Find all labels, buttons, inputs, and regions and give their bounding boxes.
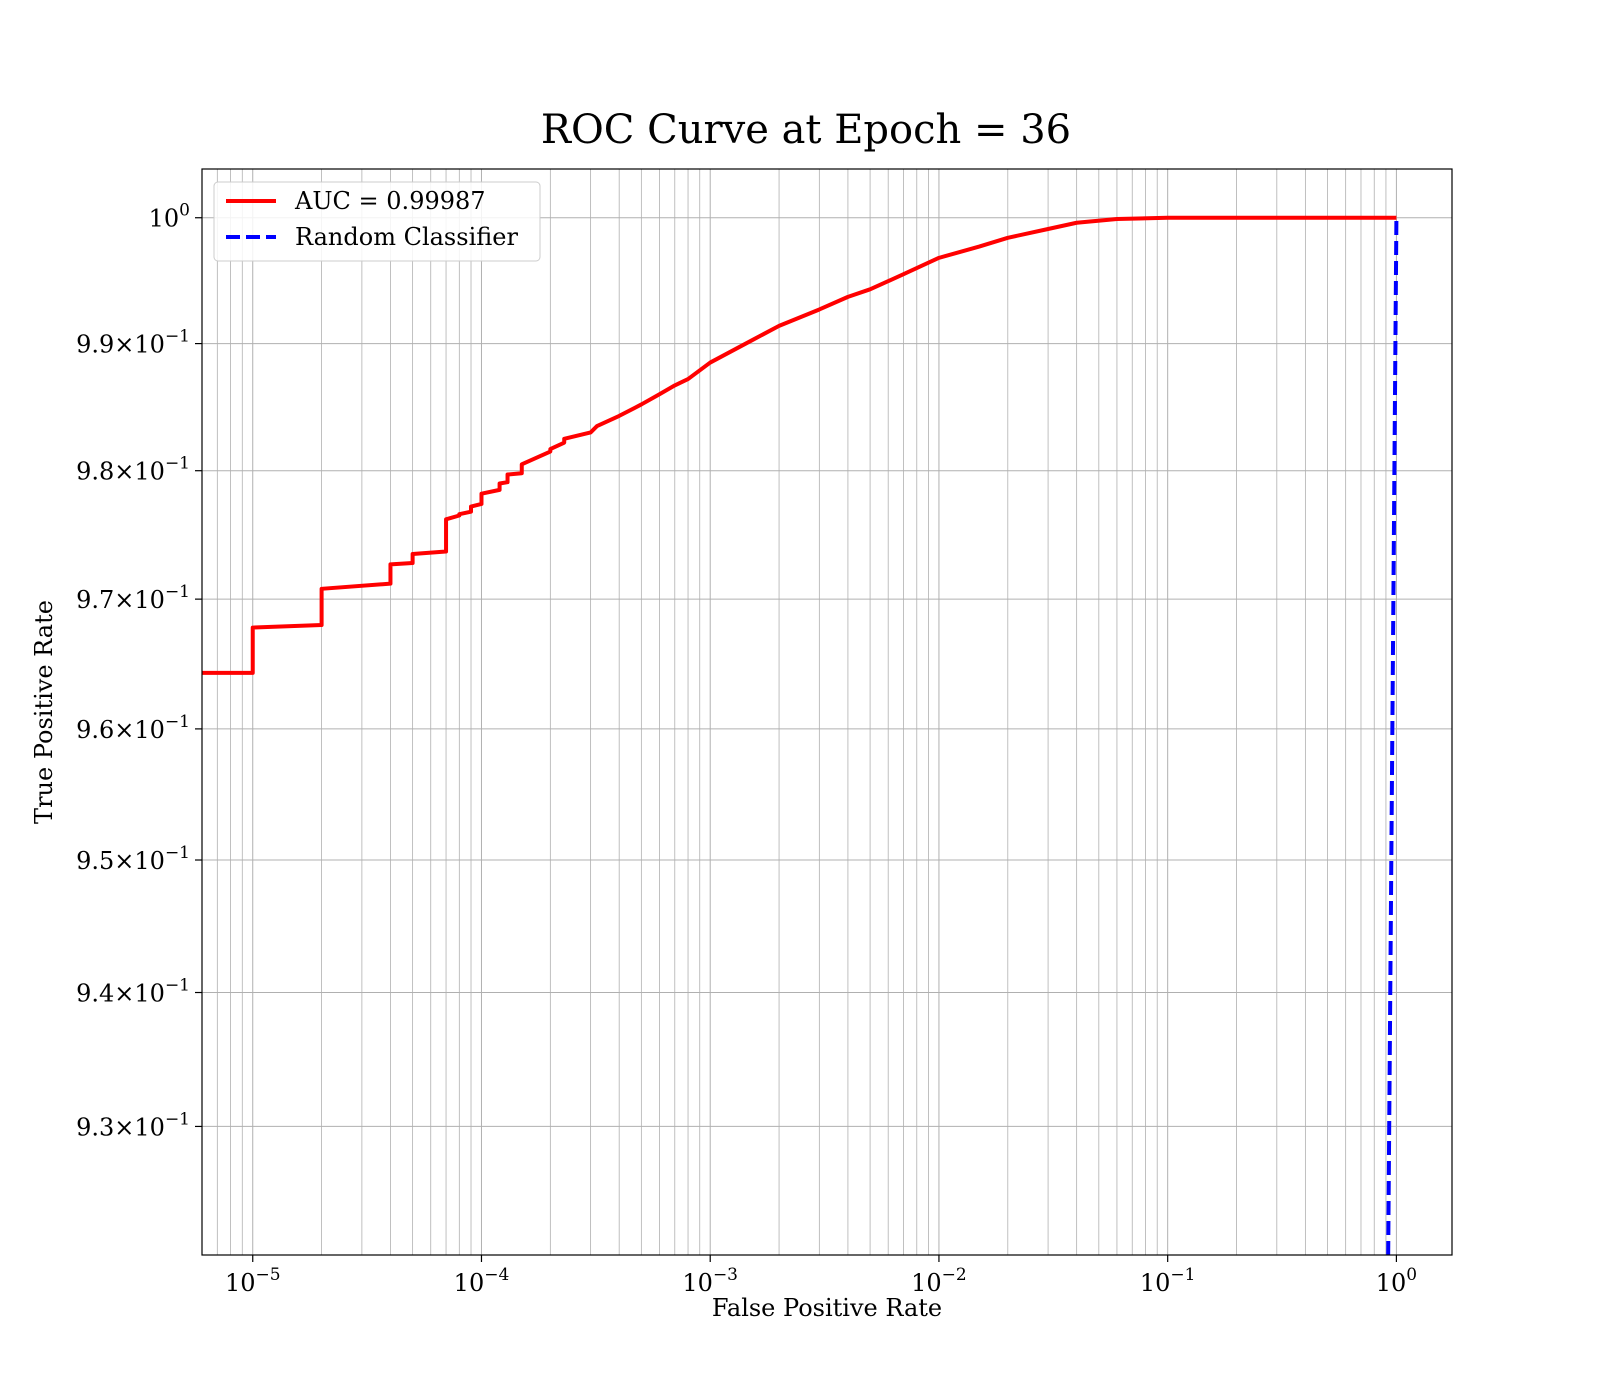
grid-lines <box>201 169 1452 1255</box>
y-tick-label: 9.7×10−1 <box>76 582 190 614</box>
y-tick-label: 9.8×10−1 <box>76 454 190 486</box>
x-tick-label: 100 <box>1376 1265 1417 1297</box>
random-classifier-line <box>1386 217 1399 1256</box>
legend-label-random: Random Classifier <box>295 223 518 251</box>
x-tick-label: 10−1 <box>1140 1265 1196 1297</box>
x-tick-label: 10−3 <box>682 1265 738 1297</box>
y-tick-label: 100 <box>149 201 190 233</box>
x-tick-label: 10−4 <box>454 1265 510 1297</box>
y-tick-label: 9.3×10−1 <box>76 1109 190 1141</box>
y-axis-label: True Positive Rate <box>30 600 58 824</box>
chart-title: ROC Curve at Epoch = 36 <box>541 107 1071 153</box>
roc-curve-line <box>202 215 1397 675</box>
x-tick-label: 10−5 <box>225 1265 281 1297</box>
plot-frame <box>201 168 1453 1256</box>
y-tick-label: 9.9×10−1 <box>76 327 190 359</box>
x-tick-label: 10−2 <box>911 1265 967 1297</box>
legend-box <box>213 181 541 262</box>
y-tick-label: 9.4×10−1 <box>76 976 190 1008</box>
series-lines <box>202 215 1399 1256</box>
x-ticks: 10−5 10−4 10−3 10−2 10−1 100 <box>225 1255 1417 1297</box>
y-tick-label: 9.6×10−1 <box>76 712 190 744</box>
legend-label-auc: AUC = 0.99987 <box>294 187 486 215</box>
y-ticks: 9.3×10−1 9.4×10−1 9.5×10−1 9.6×10−1 9.7×10−1… <box>76 201 202 1141</box>
y-tick-label: 9.5×10−1 <box>76 843 190 875</box>
legend: AUC = 0.99987 Random Classifier <box>213 181 541 262</box>
x-axis-label: False Positive Rate <box>712 1294 942 1322</box>
